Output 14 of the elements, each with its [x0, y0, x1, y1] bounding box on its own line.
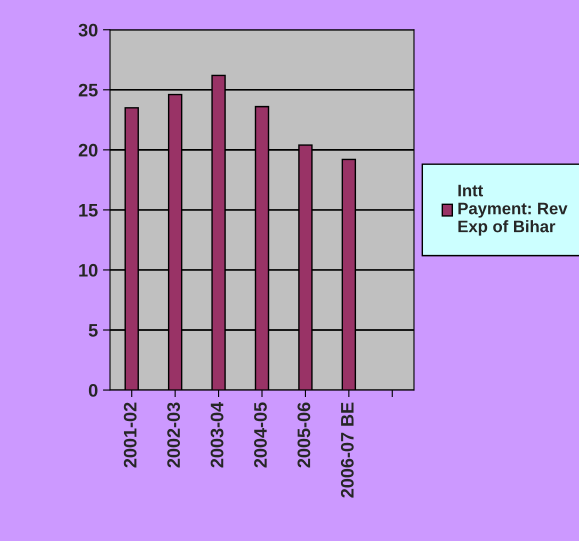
y-tick-label: 0: [88, 384, 98, 397]
x-tick-label: 2002-03: [167, 402, 180, 468]
y-tick-label: 15: [79, 204, 98, 217]
x-tick-label: 2003-04: [210, 402, 224, 468]
x-tick-label: 2001-02: [124, 402, 137, 468]
y-tick-label: 10: [79, 264, 98, 277]
y-tick-label: 20: [78, 144, 98, 157]
y-tick-label: 5: [88, 324, 98, 337]
x-tick-label: 2006-07 BE: [340, 402, 354, 498]
y-tick-label: 25: [78, 84, 98, 97]
x-tick-label: 2005-06: [297, 402, 310, 468]
x-tick-label: 2004-05: [254, 402, 267, 468]
legend-label: Intt Payment: Rev Exp of Bihar: [458, 184, 568, 236]
y-tick-label: 30: [78, 24, 98, 36]
